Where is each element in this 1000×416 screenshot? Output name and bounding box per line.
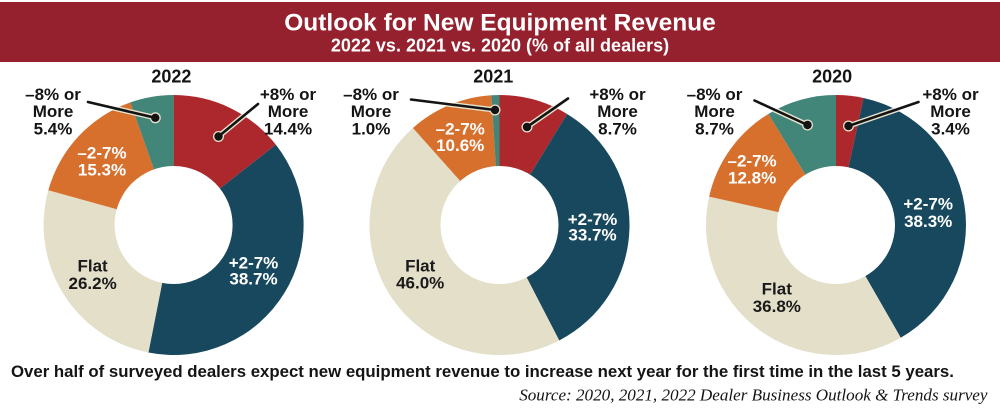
svg-text:+8% or: +8% or [260, 85, 317, 104]
svg-text:Flat: Flat [762, 279, 793, 298]
svg-text:8.7%: 8.7% [695, 120, 734, 139]
svg-text:More: More [268, 102, 309, 121]
svg-text:+2-7%: +2-7% [229, 254, 279, 273]
svg-text:–8% or: –8% or [25, 85, 81, 104]
svg-text:38.7%: 38.7% [229, 270, 277, 289]
svg-text:3.4%: 3.4% [931, 120, 970, 139]
svg-text:Over half of surveyed dealers: Over half of surveyed dealers expect new… [11, 362, 954, 381]
svg-text:+2-7%: +2-7% [903, 195, 953, 214]
svg-text:33.7%: 33.7% [568, 226, 616, 245]
svg-text:2022: 2022 [151, 67, 191, 87]
svg-text:5.4%: 5.4% [34, 120, 73, 139]
svg-text:More: More [351, 102, 392, 121]
svg-text:–2-7%: –2-7% [77, 144, 126, 163]
svg-text:–2-7%: –2-7% [728, 152, 777, 171]
svg-text:+8% or: +8% or [922, 85, 979, 104]
svg-text:+8% or: +8% or [589, 85, 646, 104]
svg-text:Flat: Flat [405, 257, 436, 276]
svg-text:More: More [694, 102, 735, 121]
svg-text:Source: 2020, 2021, 2022 Deale: Source: 2020, 2021, 2022 Dealer Business… [519, 386, 988, 405]
svg-text:26.2%: 26.2% [68, 274, 116, 293]
svg-text:2022 vs. 2021 vs. 2020 (% of a: 2022 vs. 2021 vs. 2020 (% of all dealers… [331, 35, 669, 55]
svg-text:14.4%: 14.4% [264, 120, 312, 139]
svg-text:2020: 2020 [812, 67, 852, 87]
svg-text:–2-7%: –2-7% [436, 119, 485, 138]
svg-text:12.8%: 12.8% [728, 169, 776, 188]
svg-text:8.7%: 8.7% [598, 120, 637, 139]
svg-text:More: More [930, 102, 971, 121]
svg-text:10.6%: 10.6% [436, 136, 484, 155]
svg-text:2021: 2021 [473, 67, 513, 87]
svg-text:–8% or: –8% or [687, 85, 743, 104]
svg-text:–8% or: –8% or [343, 85, 399, 104]
svg-text:More: More [33, 102, 74, 121]
svg-text:15.3%: 15.3% [78, 161, 126, 180]
svg-text:More: More [597, 102, 638, 121]
svg-text:36.8%: 36.8% [753, 297, 801, 316]
svg-text:46.0%: 46.0% [396, 274, 444, 293]
svg-text:1.0%: 1.0% [352, 120, 391, 139]
svg-text:Outlook for New Equipment Reve: Outlook for New Equipment Revenue [284, 9, 716, 36]
svg-text:Flat: Flat [77, 256, 108, 275]
svg-text:38.3%: 38.3% [904, 212, 952, 231]
svg-text:+2-7%: +2-7% [568, 210, 618, 229]
